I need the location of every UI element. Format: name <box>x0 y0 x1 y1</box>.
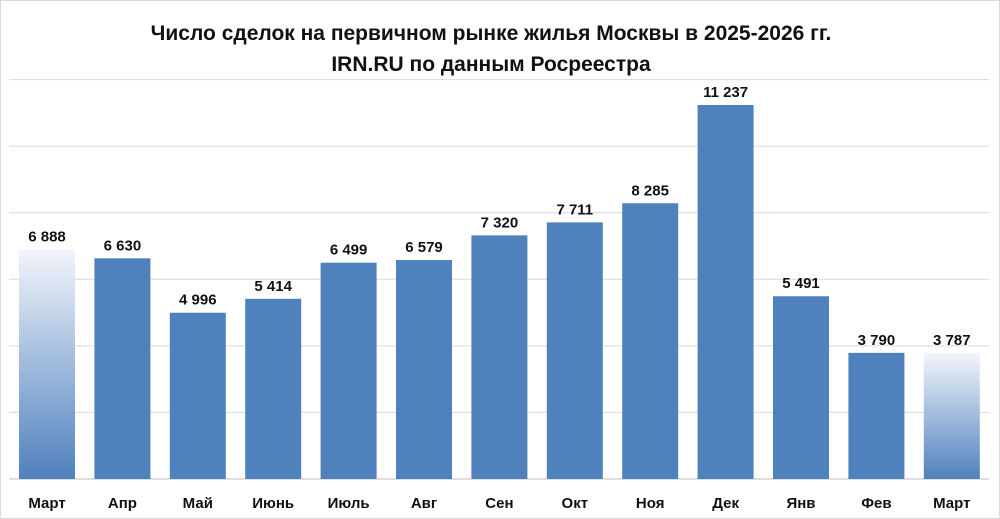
x-tick-label-9: Ноя <box>636 495 665 512</box>
bar-6 <box>396 260 452 479</box>
bars <box>19 105 980 479</box>
data-label-10: 11 237 <box>703 84 748 101</box>
data-label-7: 7 320 <box>481 214 519 231</box>
bar-10 <box>697 105 754 479</box>
data-label-12: 3 790 <box>858 332 896 349</box>
x-tick-label-7: Сен <box>485 495 513 512</box>
data-label-9: 8 285 <box>631 182 669 199</box>
x-tick-label-12: Фев <box>861 495 891 512</box>
bar-1 <box>19 249 75 479</box>
x-tick-label-2: Апр <box>108 495 137 512</box>
data-label-2: 6 630 <box>104 237 142 254</box>
bar-9 <box>622 203 679 479</box>
x-tick-label-13: Март <box>933 495 970 512</box>
data-labels: 6 888 6 630 4 996 5 414 6 499 6 579 7 320 7 711… <box>28 84 970 349</box>
x-axis-tick-labels: Март Апр Май Июнь Июль Авг Сен Окт Ноя Дек Янв Фев М… <box>28 495 970 512</box>
data-label-11: 5 491 <box>782 275 820 292</box>
bar-2 <box>94 258 151 479</box>
bar-3 <box>169 312 226 479</box>
data-label-6: 6 579 <box>405 239 443 256</box>
x-tick-label-4: Июнь <box>252 495 294 512</box>
bar-7 <box>471 235 528 479</box>
bar-8 <box>546 222 603 479</box>
x-tick-label-11: Янв <box>786 495 815 512</box>
data-label-13: 3 787 <box>933 332 971 349</box>
x-tick-label-3: Май <box>183 495 213 512</box>
x-tick-label-6: Авг <box>411 495 437 512</box>
bar-11 <box>773 296 829 479</box>
bar-13 <box>923 352 980 479</box>
x-tick-label-8: Окт <box>562 495 589 512</box>
data-label-5: 6 499 <box>330 242 368 259</box>
x-tick-label-10: Дек <box>712 495 739 512</box>
x-tick-label-5: Июль <box>328 495 370 512</box>
bar-12 <box>848 352 905 479</box>
data-label-3: 4 996 <box>179 292 217 309</box>
data-label-4: 5 414 <box>254 278 292 295</box>
x-tick-label-1: Март <box>28 495 65 512</box>
bar-4 <box>245 298 302 479</box>
data-label-1: 6 888 <box>28 229 66 246</box>
chart-subtitle: IRN.RU по данным Росреестра <box>331 53 651 76</box>
bar-5 <box>320 262 377 479</box>
data-label-8: 7 711 <box>556 201 593 218</box>
chart-title: Число сделок на первичном рынке жилья Мо… <box>151 22 832 45</box>
